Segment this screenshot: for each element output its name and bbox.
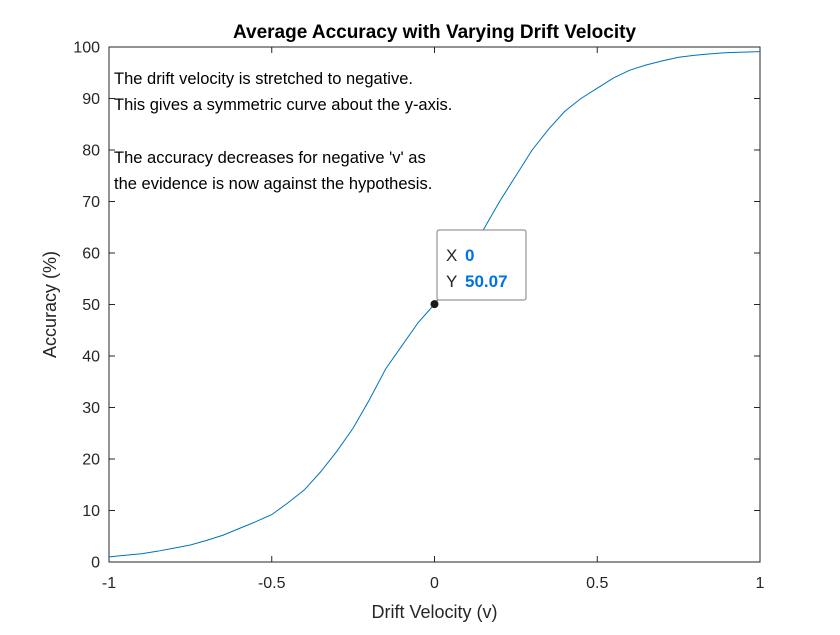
datatip-background xyxy=(436,229,527,301)
x-tick-label: 0.5 xyxy=(586,575,608,592)
y-axis-ticks: 0 10 20 30 40 50 60 70 80 90 100 xyxy=(73,40,760,572)
annotation-line-3: The accuracy decreases for negative 'v' … xyxy=(114,149,426,167)
x-axis-title: Drift Velocity (v) xyxy=(371,602,497,622)
datatip-marker[interactable] xyxy=(430,300,439,309)
y-tick-label: 20 xyxy=(82,452,100,469)
y-tick-label: 10 xyxy=(82,503,100,520)
y-tick-label: 40 xyxy=(82,349,100,366)
annotation-line-4: the evidence is now against the hypothes… xyxy=(114,175,432,193)
y-tick-label: 90 xyxy=(82,91,100,108)
y-tick-label: 80 xyxy=(82,143,100,160)
y-axis-title: Accuracy (%) xyxy=(40,251,60,358)
y-tick-label: 70 xyxy=(82,194,100,211)
x-tick-label: -1 xyxy=(102,575,116,592)
y-tick-label: 0 xyxy=(91,555,100,572)
datatip[interactable]: X 0 Y 50.07 xyxy=(436,229,527,301)
y-tick-label: 50 xyxy=(82,297,100,314)
x-tick-label: 1 xyxy=(756,575,765,592)
y-tick-label: 60 xyxy=(82,246,100,263)
y-tick-label: 30 xyxy=(82,400,100,417)
annotation-line-1: The drift velocity is stretched to negat… xyxy=(114,70,413,88)
datatip-y-key: Y xyxy=(446,272,457,291)
chart-title: Average Accuracy with Varying Drift Velo… xyxy=(233,22,636,43)
datatip-x-key: X xyxy=(446,246,457,265)
x-tick-label: -0.5 xyxy=(258,575,286,592)
y-tick-label: 100 xyxy=(73,40,100,57)
annotation-line-2: This gives a symmetric curve about the y… xyxy=(114,96,452,114)
x-tick-label: 0 xyxy=(430,575,439,592)
annotation-text: The drift velocity is stretched to negat… xyxy=(114,70,452,193)
x-axis-ticks: -1 -0.5 0 0.5 1 xyxy=(102,47,765,592)
datatip-x-value: 0 xyxy=(465,246,474,265)
datatip-y-value: 50.07 xyxy=(465,272,508,291)
